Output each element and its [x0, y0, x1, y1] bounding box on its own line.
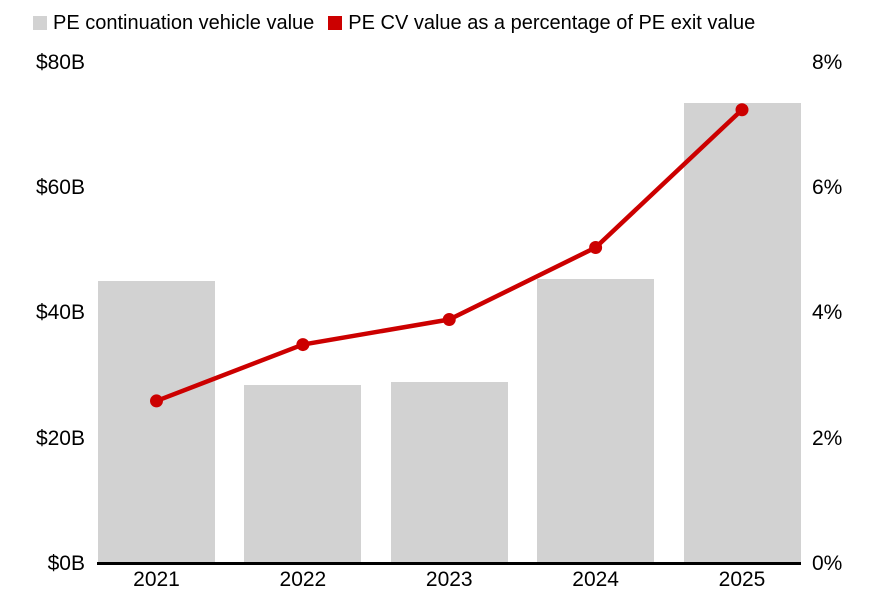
x-axis-label-2021: 2021	[133, 568, 180, 591]
y-axis-tick-right: 8%	[812, 50, 843, 74]
y-axis-tick-left: $60B	[35, 176, 85, 199]
y-axis-tick-left: $0B	[47, 551, 85, 575]
y-axis-tick-right: 6%	[812, 176, 843, 199]
data-point-2024	[589, 240, 603, 254]
y-axis-tick-right: 2%	[812, 426, 843, 450]
x-axis-label-2023: 2023	[425, 568, 473, 591]
y-axis-tick-left: $80B	[35, 50, 85, 74]
x-axis-line	[97, 562, 801, 566]
y-axis-tick-left: $20B	[35, 426, 85, 450]
bar-2021	[98, 281, 215, 564]
legend-swatch-bar-series	[33, 16, 47, 30]
y-axis-tick-right: 4%	[812, 301, 843, 325]
bar-2022	[244, 385, 362, 564]
legend: PE continuation vehicle value PE CV valu…	[33, 12, 755, 34]
line-series	[154, 107, 745, 404]
bar-2023	[390, 382, 508, 564]
bar-2024	[537, 279, 655, 564]
x-axis-label-2024: 2024	[572, 568, 619, 591]
y-axis-tick-right: 0%	[812, 551, 843, 575]
data-point-2023	[442, 313, 456, 327]
y-axis-tick-left: $40B	[35, 301, 85, 325]
x-axis-label-2022: 2022	[279, 568, 327, 591]
x-axis-label-2025: 2025	[718, 568, 766, 591]
legend-label-bar-series: PE continuation vehicle value	[53, 12, 315, 34]
legend-swatch-line-series	[328, 16, 343, 30]
legend-label-line-series: PE CV value as a percentage of PE exit v…	[348, 12, 756, 34]
data-point-2022	[296, 338, 310, 352]
bar-2025	[683, 103, 801, 564]
